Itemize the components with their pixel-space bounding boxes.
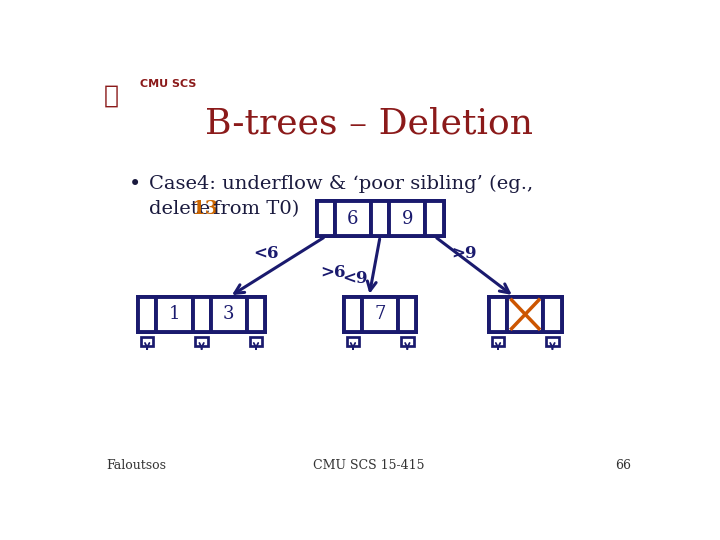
Bar	[247, 296, 265, 332]
Bar	[317, 201, 335, 237]
Text: Faloutsos: Faloutsos	[107, 460, 167, 472]
Bar	[347, 337, 359, 346]
Text: CMU SCS: CMU SCS	[140, 79, 197, 89]
Bar	[489, 296, 562, 332]
Bar	[390, 201, 426, 237]
Text: B-trees – Deletion: B-trees – Deletion	[205, 106, 533, 140]
Bar	[401, 337, 413, 346]
Text: 13: 13	[192, 200, 219, 218]
Text: 3: 3	[223, 305, 235, 323]
Text: from T0): from T0)	[207, 200, 300, 218]
Bar	[344, 296, 416, 332]
Bar	[546, 337, 559, 346]
Bar	[195, 337, 208, 346]
Text: 6: 6	[347, 210, 359, 228]
Bar	[335, 201, 371, 237]
Text: CMU SCS 15-415: CMU SCS 15-415	[313, 460, 425, 472]
Bar	[138, 296, 265, 332]
Text: >9: >9	[451, 246, 477, 262]
Bar	[192, 296, 211, 332]
Bar	[544, 296, 562, 332]
Bar	[362, 296, 398, 332]
Bar	[492, 337, 504, 346]
Text: <6: <6	[253, 246, 279, 262]
Bar	[344, 296, 362, 332]
Bar	[211, 296, 247, 332]
Bar	[507, 296, 544, 332]
Text: Case4: underflow & ‘poor sibling’ (eg.,: Case4: underflow & ‘poor sibling’ (eg.,	[148, 175, 533, 193]
Text: 9: 9	[402, 210, 413, 228]
Bar	[489, 296, 507, 332]
Text: •: •	[129, 175, 141, 194]
Text: 1: 1	[168, 305, 180, 323]
Text: 7: 7	[374, 305, 386, 323]
Bar	[398, 296, 416, 332]
Bar	[250, 337, 262, 346]
Text: delete: delete	[148, 200, 216, 218]
Text: <9: <9	[342, 271, 368, 287]
Bar	[317, 201, 444, 237]
Bar	[156, 296, 192, 332]
Text: >6: >6	[320, 264, 346, 281]
Bar	[426, 201, 444, 237]
Bar	[138, 296, 156, 332]
Text: 🦅: 🦅	[104, 84, 119, 107]
Bar	[371, 201, 390, 237]
Text: 66: 66	[616, 460, 631, 472]
Bar	[141, 337, 153, 346]
